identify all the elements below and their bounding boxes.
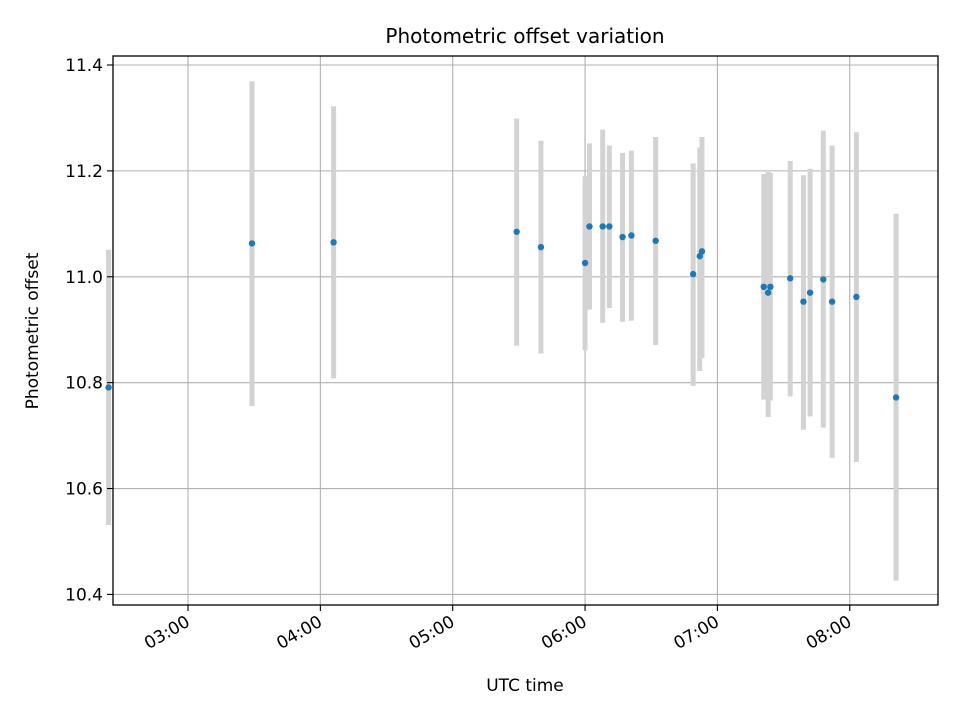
data-point xyxy=(652,237,659,244)
y-tick-label: 10.8 xyxy=(65,374,103,394)
y-tick-label: 11.4 xyxy=(65,56,103,76)
data-point xyxy=(767,283,774,291)
data-point xyxy=(599,223,606,230)
data-point xyxy=(820,276,827,283)
data-point xyxy=(800,298,807,305)
y-tick-label: 10.4 xyxy=(65,585,103,605)
data-point xyxy=(248,240,256,247)
data-markers xyxy=(105,223,900,401)
data-point xyxy=(606,223,613,230)
y-tick-label: 11.0 xyxy=(65,268,103,288)
y-axis-title: Photometric offset xyxy=(23,252,43,409)
data-point xyxy=(892,394,900,401)
data-point xyxy=(619,233,626,241)
data-point xyxy=(787,275,794,282)
data-point xyxy=(760,283,767,291)
data-point xyxy=(853,293,860,301)
chart-title: Photometric offset variation xyxy=(385,24,664,48)
y-tick-label: 11.2 xyxy=(65,162,103,182)
data-point xyxy=(513,228,520,235)
data-point xyxy=(764,289,772,296)
data-point xyxy=(628,232,635,239)
x-axis-title: UTC time xyxy=(486,676,564,696)
data-point xyxy=(806,289,814,296)
data-point xyxy=(696,252,703,260)
data-point xyxy=(698,248,706,255)
plot-frame xyxy=(112,55,939,606)
data-point xyxy=(586,223,593,230)
data-point xyxy=(581,259,589,267)
data-point xyxy=(689,270,697,278)
data-point xyxy=(537,243,545,251)
data-point xyxy=(105,384,112,391)
y-tick-label: 10.6 xyxy=(65,480,103,500)
data-point xyxy=(828,298,836,305)
data-point xyxy=(330,239,337,246)
